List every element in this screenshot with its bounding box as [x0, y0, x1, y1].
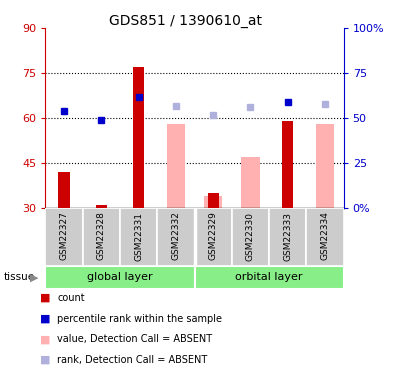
Text: ■: ■ [40, 355, 50, 365]
Text: orbital layer: orbital layer [235, 273, 303, 282]
Bar [307, 208, 344, 266]
Bar [58, 172, 70, 208]
Text: count: count [57, 293, 85, 303]
Bar [282, 121, 293, 208]
Text: GSM22333: GSM22333 [283, 211, 292, 261]
Text: tissue: tissue [4, 273, 35, 282]
Bar [45, 266, 194, 289]
Text: ■: ■ [40, 293, 50, 303]
Bar [232, 208, 269, 266]
Bar [157, 208, 194, 266]
Bar [96, 205, 107, 208]
Bar [83, 208, 120, 266]
Bar [167, 124, 185, 208]
Text: ■: ■ [40, 314, 50, 324]
Bar [241, 157, 260, 208]
Text: ■: ■ [40, 334, 50, 344]
Bar [269, 208, 307, 266]
Text: value, Detection Call = ABSENT: value, Detection Call = ABSENT [57, 334, 213, 344]
Text: GSM22327: GSM22327 [60, 211, 69, 261]
Bar [133, 67, 144, 208]
Bar [120, 208, 157, 266]
Text: GSM22334: GSM22334 [320, 211, 329, 261]
Text: GSM22332: GSM22332 [171, 211, 181, 261]
Bar [204, 196, 222, 208]
Text: GSM22329: GSM22329 [209, 211, 218, 261]
Text: rank, Detection Call = ABSENT: rank, Detection Call = ABSENT [57, 355, 207, 365]
Text: global layer: global layer [87, 273, 153, 282]
Bar [194, 266, 344, 289]
Bar [208, 193, 219, 208]
Text: percentile rank within the sample: percentile rank within the sample [57, 314, 222, 324]
Text: GDS851 / 1390610_at: GDS851 / 1390610_at [109, 14, 262, 28]
Bar [194, 208, 232, 266]
Bar [316, 124, 334, 208]
Text: GSM22330: GSM22330 [246, 211, 255, 261]
Bar [45, 208, 83, 266]
Text: GSM22331: GSM22331 [134, 211, 143, 261]
Text: ▶: ▶ [30, 273, 38, 282]
Text: GSM22328: GSM22328 [97, 211, 106, 261]
